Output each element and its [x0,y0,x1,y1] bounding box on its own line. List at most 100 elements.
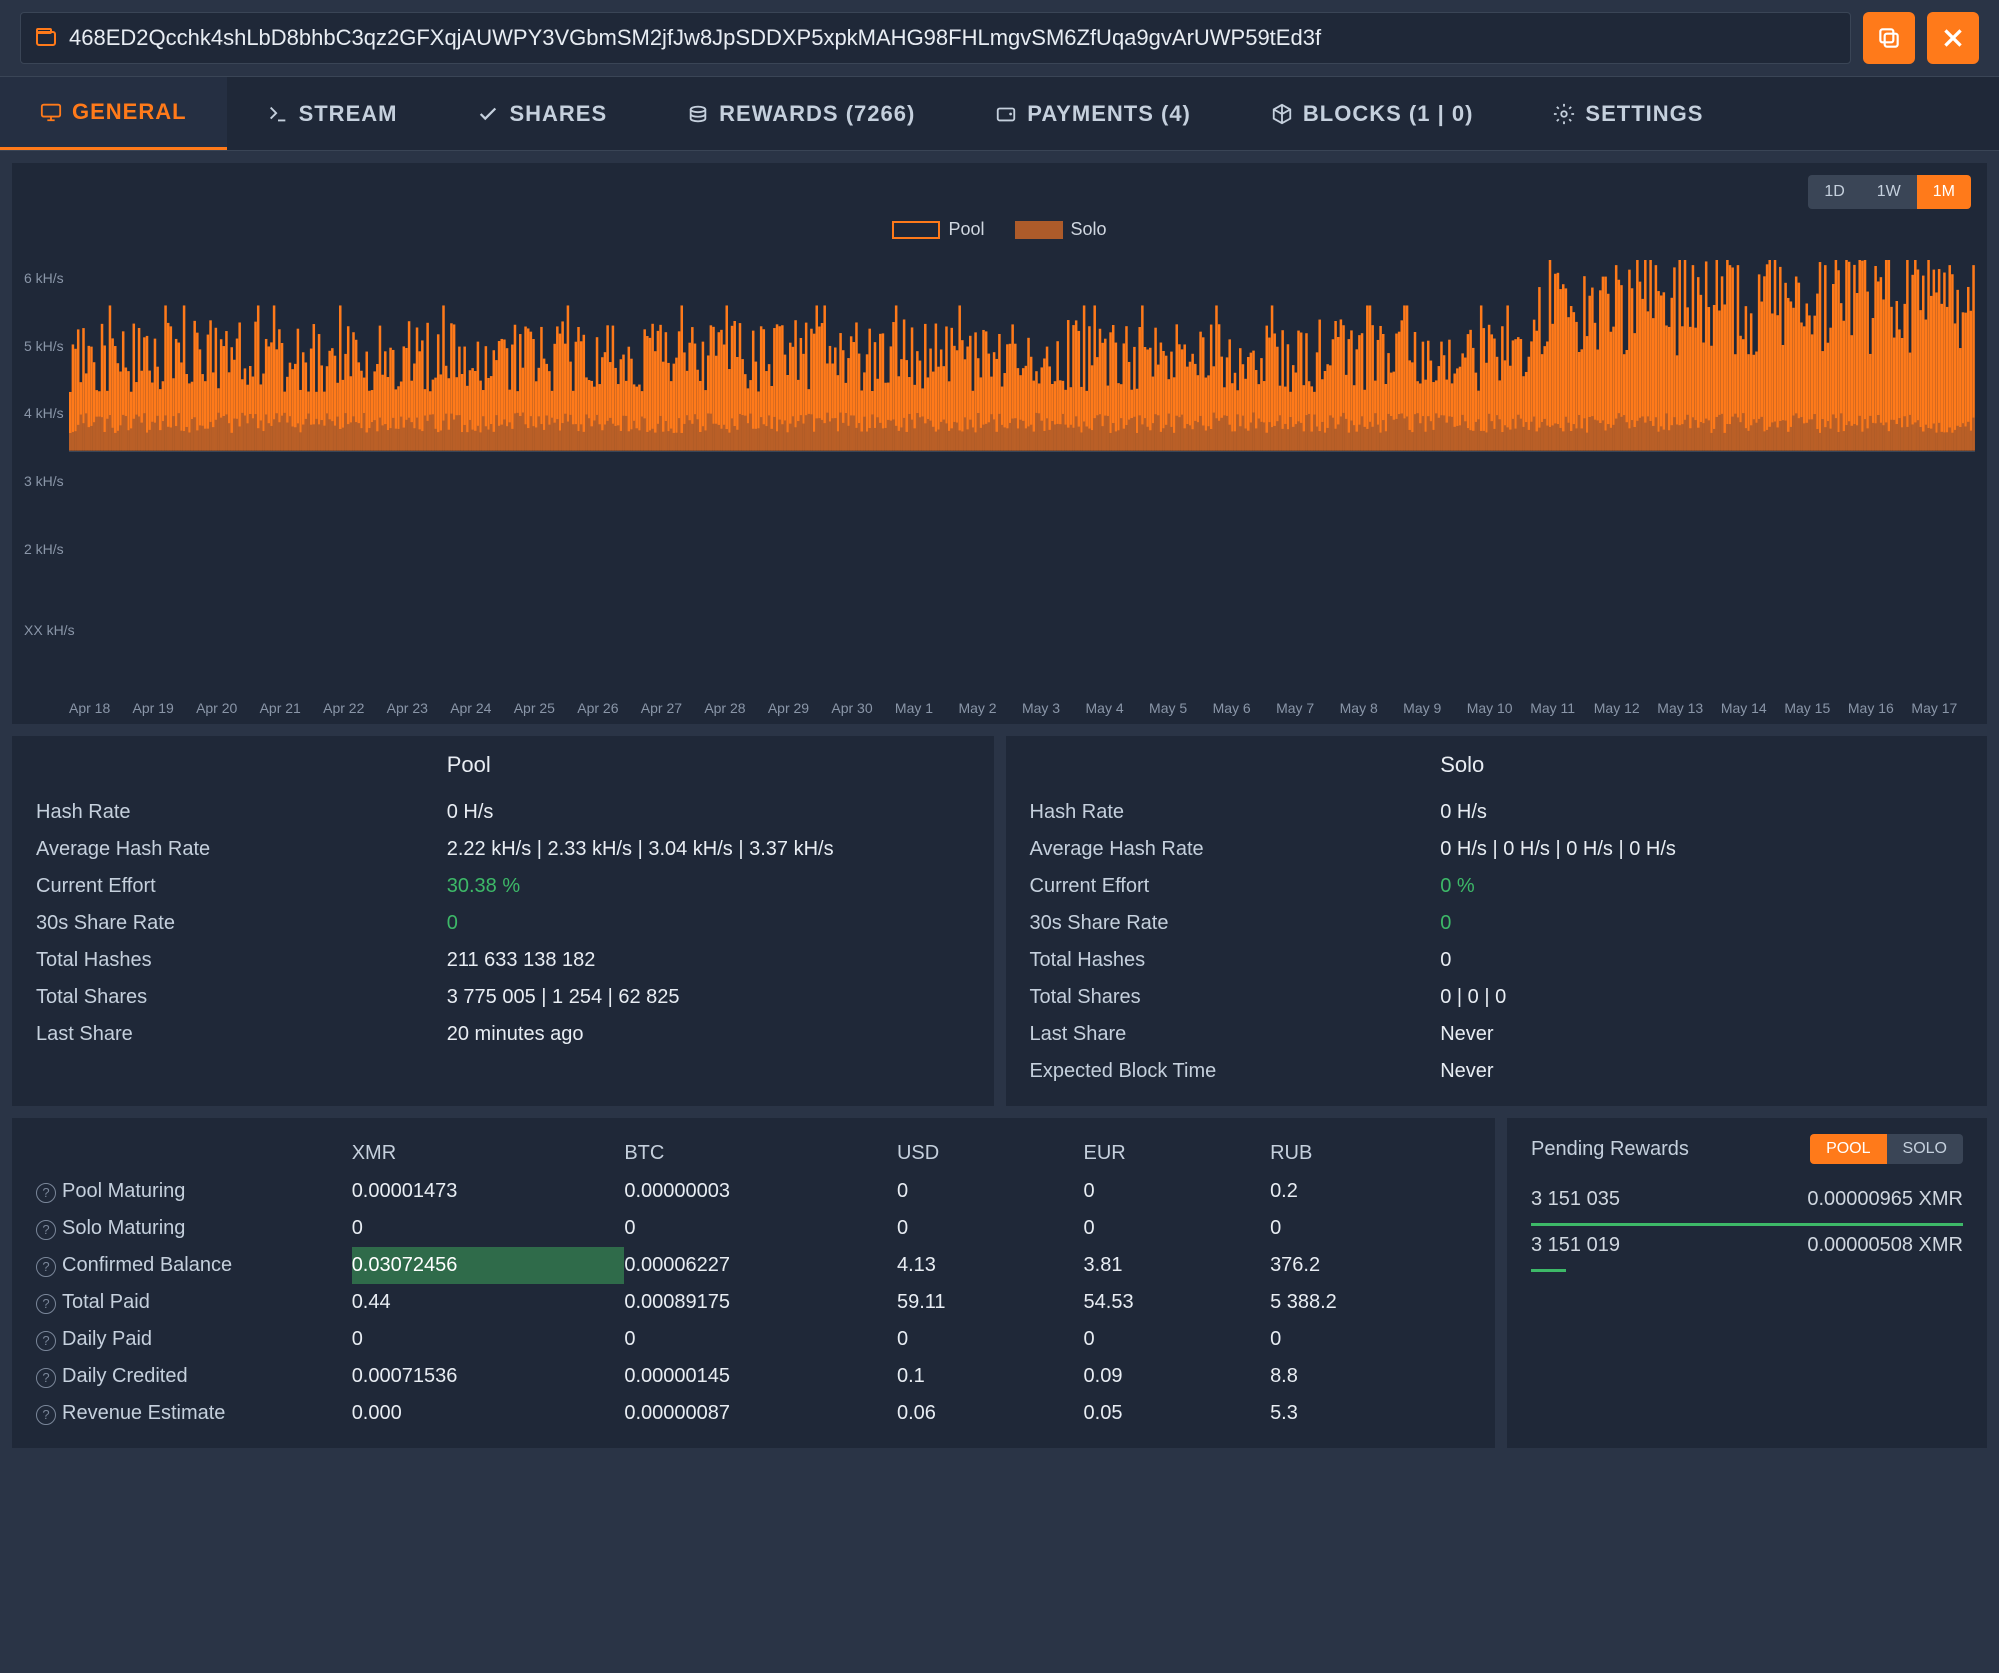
help-icon[interactable]: ? [36,1257,56,1277]
stat-value: 0 H/s [1440,801,1487,824]
x-axis-tick: May 14 [1721,700,1785,716]
y-axis-tick: 6 kH/s [24,270,64,286]
solo-panel-title: Solo [1440,752,1963,778]
help-icon[interactable]: ? [36,1368,56,1388]
time-range-1m[interactable]: 1M [1917,175,1971,209]
currency-cell: 54.53 [1084,1284,1271,1321]
x-axis-tick: Apr 24 [450,700,514,716]
x-axis-tick: May 15 [1784,700,1848,716]
currency-header: USD [897,1134,1084,1173]
tab-payments[interactable]: PAYMENTS (4) [955,77,1231,150]
stat-value: 30.38 % [447,875,520,898]
tab-stream[interactable]: STREAM [227,77,438,150]
tab-bar: GENERAL STREAMSHARESREWARDS (7266) PAYMENT… [0,76,1999,151]
currency-cell: 0 [1084,1210,1271,1247]
copy-button[interactable] [1863,12,1915,64]
currency-cell: 0.05 [1084,1395,1271,1432]
chart-panel: 1D1W1M PoolSolo 6 kH/s5 kH/s4 kH/s3 kH/s… [12,163,1987,724]
currency-cell: 0 [624,1210,897,1247]
rewards-toggle-solo[interactable]: SOLO [1887,1134,1963,1164]
currency-cell: 0 [1270,1321,1471,1358]
stat-row: 30s Share Rate0 [1030,905,1964,942]
tab-label: SETTINGS [1585,101,1703,127]
tab-label: GENERAL [72,99,187,125]
currency-cell: 0 [897,1210,1084,1247]
currency-cell: 0 [352,1321,625,1358]
gear-icon [1553,103,1575,125]
wallet-icon [34,26,58,50]
stat-value: 20 minutes ago [447,1023,584,1046]
wallet-address-input[interactable] [20,12,1851,64]
legend-item-solo[interactable]: Solo [1015,219,1107,240]
y-axis-tick: XX kH/s [24,622,75,638]
stat-label: Last Share [1030,1023,1441,1046]
stat-row: Last Share20 minutes ago [36,1016,970,1053]
x-axis-tick: May 7 [1276,700,1340,716]
tab-rewards[interactable]: REWARDS (7266) [647,77,955,150]
stat-row: Total Shares0 | 0 | 0 [1030,979,1964,1016]
currency-row-label: ?Daily Credited [36,1358,352,1395]
stat-label: Current Effort [36,875,447,898]
stat-row: Total Hashes211 633 138 182 [36,942,970,979]
currency-cell: 8.8 [1270,1358,1471,1395]
stat-row: Last ShareNever [1030,1016,1964,1053]
reward-bar [1531,1269,1566,1272]
stat-row: Total Hashes0 [1030,942,1964,979]
x-axis-tick: Apr 30 [831,700,895,716]
currency-row: ?Confirmed Balance0.030724560.000062274.… [36,1247,1471,1284]
currency-cell: 0.000 [352,1395,625,1432]
currency-cell: 0 [897,1173,1084,1210]
currency-row-label: ?Pool Maturing [36,1173,352,1210]
time-range-1d[interactable]: 1D [1808,175,1860,209]
legend-item-pool[interactable]: Pool [892,219,984,240]
reward-id: 3 151 019 [1531,1234,1620,1257]
tab-general[interactable]: GENERAL [0,77,227,150]
stat-value: 0 | 0 | 0 [1440,986,1506,1009]
rewards-toggle-pool[interactable]: POOL [1810,1134,1886,1164]
time-range-1w[interactable]: 1W [1861,175,1917,209]
chart-legend: Pool Solo [24,219,1975,240]
stat-label: 30s Share Rate [36,912,447,935]
currency-header: BTC [624,1134,897,1173]
tab-label: PAYMENTS (4) [1027,101,1191,127]
stat-label: Current Effort [1030,875,1441,898]
x-axis-tick: May 6 [1213,700,1277,716]
pending-rewards-title: Pending Rewards [1531,1138,1689,1161]
tab-blocks[interactable]: BLOCKS (1 | 0) [1231,77,1514,150]
help-icon[interactable]: ? [36,1183,56,1203]
x-axis-tick: May 16 [1848,700,1912,716]
currency-cell: 0.2 [1270,1173,1471,1210]
currency-cell: 0.00000003 [624,1173,897,1210]
stat-label: Average Hash Rate [36,838,447,861]
stat-value: Never [1440,1060,1493,1083]
currency-cell: 0.44 [352,1284,625,1321]
currency-cell: 5 388.2 [1270,1284,1471,1321]
help-icon[interactable]: ? [36,1220,56,1240]
stat-value: 0 [1440,949,1451,972]
stat-row: 30s Share Rate0 [36,905,970,942]
time-range-selector: 1D1W1M [1808,175,1971,209]
currency-panel: XMRBTCUSDEURRUB?Pool Maturing0.000014730… [12,1118,1495,1448]
tab-settings[interactable]: SETTINGS [1513,77,1743,150]
tab-shares[interactable]: SHARES [437,77,647,150]
x-axis-tick: Apr 18 [69,700,133,716]
stat-label: Total Shares [36,986,447,1009]
help-icon[interactable]: ? [36,1294,56,1314]
currency-row: ?Daily Credited0.000715360.000001450.10.… [36,1358,1471,1395]
stat-label: Expected Block Time [1030,1060,1441,1083]
stat-label: Average Hash Rate [1030,838,1441,861]
stat-value: 0 H/s | 0 H/s | 0 H/s | 0 H/s [1440,838,1676,861]
stat-label: Hash Rate [1030,801,1441,824]
help-icon[interactable]: ? [36,1331,56,1351]
stat-row: Total Shares3 775 005 | 1 254 | 62 825 [36,979,970,1016]
currency-cell: 5.3 [1270,1395,1471,1432]
currency-cell: 0.00089175 [624,1284,897,1321]
x-axis-tick: Apr 25 [514,700,578,716]
stat-row: Hash Rate0 H/s [36,794,970,831]
currency-cell: 0 [624,1321,897,1358]
stat-value: 0 [1440,912,1451,935]
x-axis-tick: May 4 [1086,700,1150,716]
help-icon[interactable]: ? [36,1405,56,1425]
close-button[interactable] [1927,12,1979,64]
currency-row: ?Daily Paid00000 [36,1321,1471,1358]
